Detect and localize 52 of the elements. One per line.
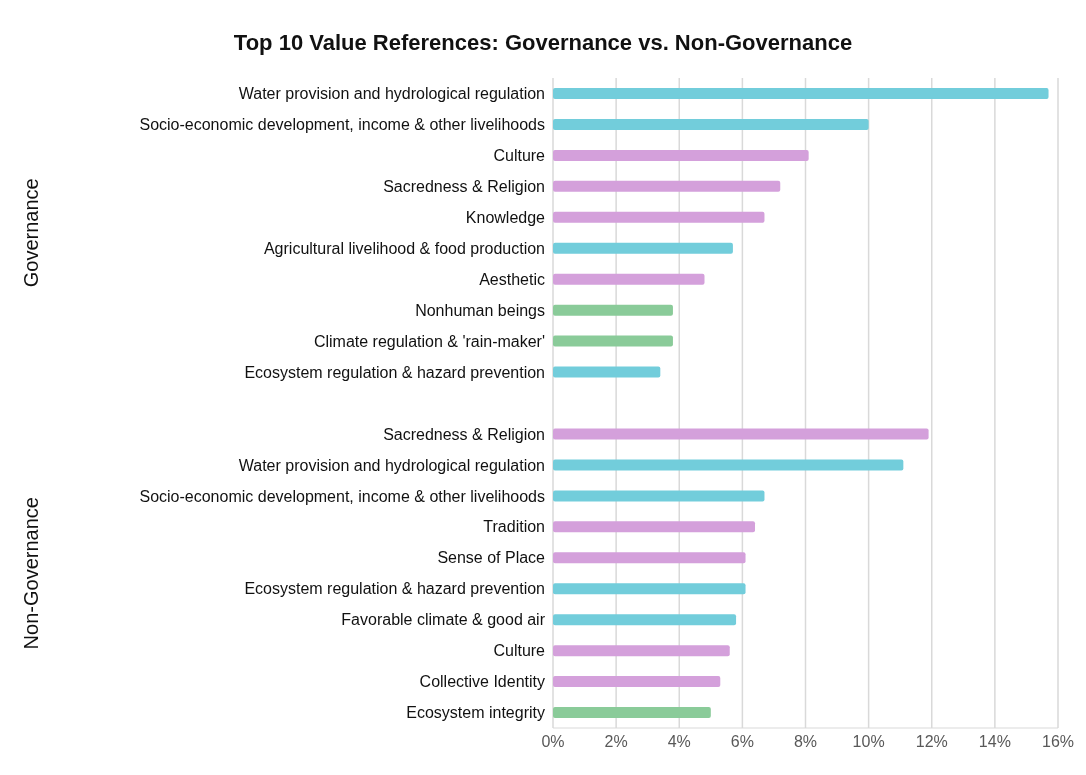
x-tick-label: 6% — [730, 733, 754, 751]
y-tick-label: Ecosystem regulation & hazard prevention — [244, 363, 545, 381]
y-tick-label: Culture — [493, 147, 546, 165]
y-tick-label: Water provision and hydrological regulation — [238, 85, 545, 103]
x-tick-label: 4% — [667, 733, 691, 751]
bar — [553, 490, 765, 502]
bar — [553, 676, 721, 688]
y-tick-label: Knowledge — [465, 208, 546, 226]
x-tick-label: 16% — [1041, 733, 1075, 751]
bar — [553, 304, 673, 316]
bar — [553, 242, 733, 254]
bar — [553, 521, 755, 533]
bar — [553, 552, 746, 564]
x-tick-label: 2% — [604, 733, 628, 751]
y-tick-label: Nonhuman beings — [415, 301, 545, 319]
bar — [553, 645, 730, 657]
bar — [553, 583, 746, 595]
y-tick-label: Sacredness & Religion — [383, 425, 545, 443]
y-tick-label: Tradition — [483, 518, 545, 536]
bar — [553, 118, 869, 130]
bar — [553, 614, 737, 626]
y-tick-label: Climate regulation & 'rain-maker' — [313, 332, 545, 350]
bar — [553, 707, 711, 719]
chart-title: Top 10 Value References: Governance vs. Non-Governance — [232, 30, 854, 56]
x-tick-label: 12% — [915, 733, 948, 751]
bar — [553, 149, 809, 161]
y-tick-label: Ecosystem integrity — [406, 704, 545, 722]
y-tick-label: Aesthetic — [479, 270, 545, 288]
text: Non-Governance — [20, 497, 42, 650]
y-tick-label: Sense of Place — [437, 549, 546, 567]
y-tick-label: Culture — [493, 642, 546, 660]
y-tick-label: Socio-economic development, income & other livelihoods — [139, 116, 545, 134]
bar — [553, 335, 673, 347]
bar — [553, 459, 904, 471]
y-tick-label: Agricultural livelihood & food production — [263, 239, 545, 257]
x-tick-label: 10% — [852, 733, 885, 751]
text: Governance — [20, 178, 42, 288]
y-tick-label: Collective Identity — [419, 673, 545, 691]
x-tick-label: 8% — [793, 733, 818, 751]
y-tick-label: Favorable climate & good air — [341, 611, 546, 629]
bar — [553, 211, 765, 223]
bar — [553, 88, 1049, 99]
x-tick-label: 14% — [978, 733, 1011, 751]
bar — [553, 428, 929, 440]
bar — [553, 273, 705, 285]
y-tick-label: Water provision and hydrological regulation — [238, 456, 545, 474]
bar — [553, 366, 661, 378]
y-tick-label: Ecosystem regulation & hazard prevention — [244, 580, 545, 598]
x-tick-label: 0% — [541, 733, 565, 751]
y-tick-label: Socio-economic development, income & other livelihoods — [139, 487, 545, 505]
bar — [553, 180, 781, 192]
y-tick-label: Sacredness & Religion — [383, 178, 545, 196]
